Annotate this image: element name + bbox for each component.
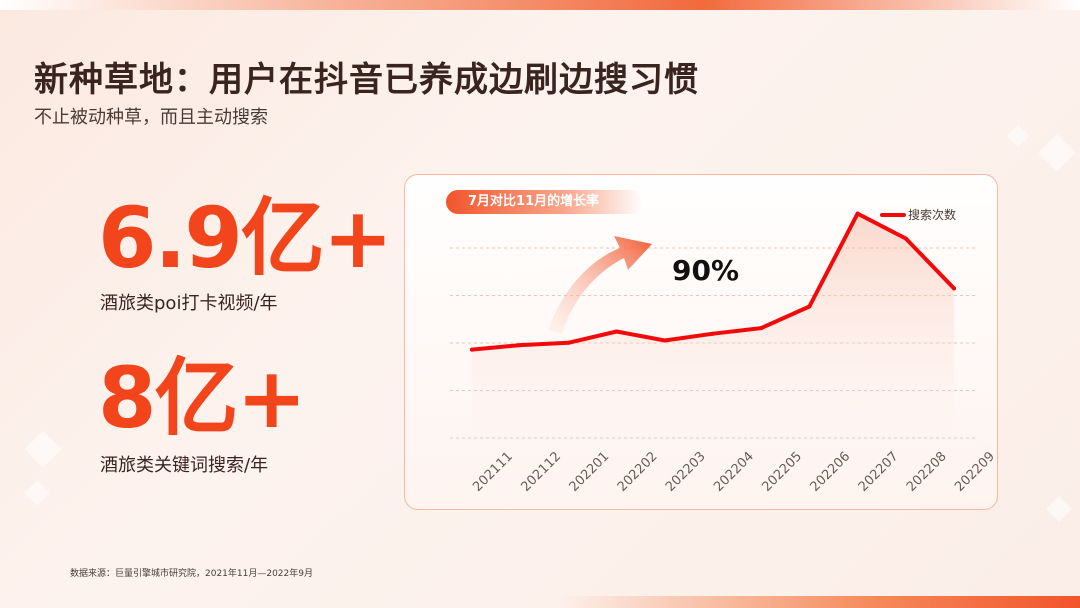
x-tick-label: 202209 bbox=[952, 449, 998, 495]
bottom-accent-bar bbox=[560, 596, 1080, 608]
x-tick-label: 202201 bbox=[567, 449, 613, 495]
growth-rate-value: 90% bbox=[672, 254, 740, 287]
legend-swatch bbox=[880, 212, 906, 217]
data-source-note: 数据来源：巨量引擎城市研究院，2021年11月—2022年9月 bbox=[70, 569, 313, 579]
data-point bbox=[807, 304, 812, 309]
data-point bbox=[759, 326, 764, 331]
search-volume-area bbox=[472, 213, 954, 438]
data-point bbox=[614, 329, 619, 334]
chart-legend: 搜索次数 bbox=[880, 206, 956, 223]
data-point bbox=[662, 338, 667, 343]
data-point bbox=[952, 286, 956, 291]
data-point bbox=[903, 236, 908, 241]
x-tick-label: 202202 bbox=[615, 449, 661, 495]
growth-arrow-icon bbox=[548, 236, 652, 334]
stat-label-poi-videos: 酒旅类poi打卡视频/年 bbox=[100, 293, 278, 314]
x-tick-label: 202206 bbox=[808, 449, 854, 495]
data-point bbox=[470, 347, 474, 352]
x-tick-label: 202204 bbox=[711, 449, 757, 495]
page-subtitle: 不止被动种草，而且主动搜索 bbox=[34, 107, 268, 128]
top-accent-bar bbox=[0, 0, 1080, 10]
stat-value-poi-videos: 6.9亿+ bbox=[98, 189, 393, 287]
page-title: 新种草地：用户在抖音已养成边刷边搜习惯 bbox=[34, 60, 699, 100]
data-point bbox=[711, 331, 715, 336]
x-tick-label: 202207 bbox=[856, 449, 902, 495]
x-tick-label: 202203 bbox=[663, 449, 709, 495]
data-point bbox=[855, 211, 860, 216]
x-tick-label: 202208 bbox=[904, 449, 950, 495]
data-point bbox=[566, 340, 571, 345]
x-tick-label: 202205 bbox=[759, 449, 805, 495]
growth-rate-tag: 7月对比11月的增长率 bbox=[446, 190, 642, 214]
stat-label-keyword-searches: 酒旅类关键词搜索/年 bbox=[100, 455, 269, 476]
legend-label: 搜索次数 bbox=[908, 208, 957, 222]
x-tick-label: 202111 bbox=[470, 449, 516, 495]
stat-value-keyword-searches: 8亿+ bbox=[98, 349, 307, 447]
data-point bbox=[518, 343, 523, 348]
x-tick-label: 202112 bbox=[518, 449, 564, 495]
